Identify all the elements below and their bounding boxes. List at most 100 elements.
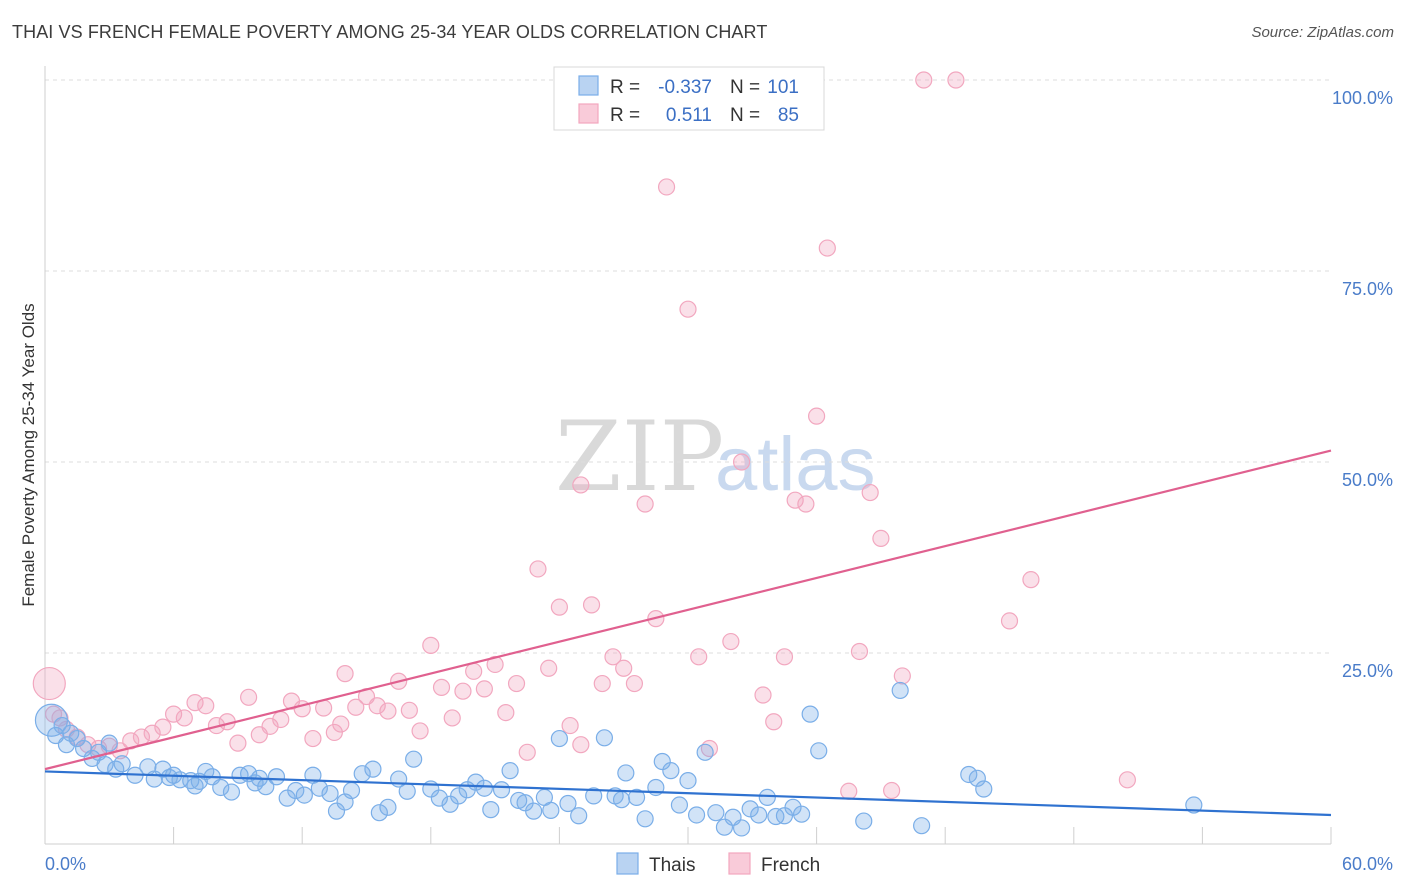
french-point: [625, 674, 644, 693]
french-point: [1000, 612, 1019, 630]
thais-point: [696, 743, 714, 761]
french-point: [143, 724, 161, 742]
thais-n-value: 101: [767, 77, 799, 98]
tick-labels: 25.0% 50.0% 75.0% 100.0% 0.0% 60.0%: [45, 88, 1393, 874]
french-r-value: 0.511: [666, 105, 712, 126]
french-point: [540, 659, 558, 677]
thais-point: [707, 804, 725, 822]
watermark-zip: ZIP: [555, 401, 724, 513]
french-point: [593, 674, 611, 693]
series-legend: Thais French: [616, 852, 820, 876]
french-point: [422, 636, 440, 654]
thais-point: [810, 742, 828, 760]
thais-n-label: N =: [730, 77, 760, 98]
thais-point: [287, 781, 305, 800]
french-point: [765, 713, 783, 731]
french-point: [861, 483, 879, 502]
french-point: [336, 665, 354, 683]
thais-point: [405, 750, 423, 768]
thais-point: [501, 762, 519, 780]
thais-point: [792, 805, 811, 823]
french-point: [722, 632, 740, 651]
french-points: [32, 71, 1136, 800]
thais-point: [960, 765, 978, 784]
french-point: [775, 648, 794, 666]
french-point: [947, 71, 965, 89]
thais-point: [482, 801, 500, 819]
french-point: [561, 716, 579, 735]
thais-point: [475, 779, 493, 797]
thais-point: [570, 807, 588, 825]
french-point: [332, 715, 350, 733]
thais-point: [627, 788, 646, 806]
thais-point: [398, 782, 416, 800]
thais-point: [670, 796, 689, 814]
thais-point: [370, 804, 388, 822]
french-point: [443, 709, 461, 727]
french-point: [32, 666, 66, 701]
french-n-value: 85: [778, 105, 799, 126]
french-point: [507, 674, 526, 693]
french-n-label: N =: [730, 105, 760, 126]
thais-point: [212, 778, 230, 797]
french-point: [475, 680, 493, 698]
french-point: [229, 734, 247, 752]
thais-point: [342, 781, 361, 800]
y-tick-label: 100.0%: [1332, 88, 1393, 108]
thais-bottom-swatch: [616, 852, 639, 875]
thais-point: [784, 798, 802, 816]
thais-r-label: R =: [610, 77, 640, 98]
thais-point: [222, 783, 241, 801]
french-point: [454, 682, 472, 700]
y-tick-label: 25.0%: [1342, 661, 1393, 681]
thais-point: [559, 794, 577, 813]
thais-point: [186, 777, 204, 795]
french-point: [604, 648, 622, 666]
french-point: [915, 71, 933, 89]
french-point: [529, 560, 547, 578]
thais-point: [801, 705, 819, 723]
french-point: [432, 678, 451, 696]
thais-point: [653, 752, 671, 771]
thais-point: [430, 789, 448, 807]
thais-point: [379, 798, 397, 816]
french-point: [818, 239, 836, 257]
chart-title: THAI VS FRENCH FEMALE POVERTY AMONG 25-3…: [12, 22, 768, 42]
thais-point: [767, 807, 785, 826]
watermark-atlas: atlas: [715, 422, 876, 507]
thais-point: [160, 768, 178, 787]
french-point: [304, 729, 322, 748]
thais-point: [968, 769, 986, 787]
french-point: [165, 705, 183, 723]
thais-r-value: -0.337: [658, 77, 712, 98]
thais-point: [617, 764, 635, 782]
french-point: [893, 667, 911, 685]
french-point: [497, 703, 515, 722]
french-point: [197, 697, 215, 715]
stats-legend: R = -0.337 N = 101 R = 0.511 N = 85: [553, 66, 825, 131]
thais-point: [612, 791, 631, 809]
french-point: [154, 718, 172, 736]
thais-point: [975, 780, 993, 798]
french-point: [1022, 571, 1040, 589]
french-point: [186, 694, 204, 712]
gridlines: [45, 79, 1331, 654]
thais-point: [636, 810, 654, 828]
french-point: [807, 407, 826, 425]
trend-lines: [44, 449, 1332, 817]
french-r-label: R =: [610, 105, 640, 126]
thais-point: [595, 729, 614, 747]
french-legend-label: French: [761, 855, 820, 876]
french-trend-line: [44, 449, 1332, 771]
thais-point: [662, 762, 680, 780]
thais-trend-line: [44, 770, 1332, 817]
y-tick-label: 75.0%: [1342, 279, 1393, 299]
french-point: [636, 495, 654, 513]
source-credit: Source: ZipAtlas.com: [1251, 24, 1394, 41]
french-point: [486, 655, 504, 674]
thais-point: [492, 781, 511, 799]
french-point: [679, 300, 697, 318]
thais-point: [295, 786, 313, 804]
french-point: [347, 698, 365, 716]
